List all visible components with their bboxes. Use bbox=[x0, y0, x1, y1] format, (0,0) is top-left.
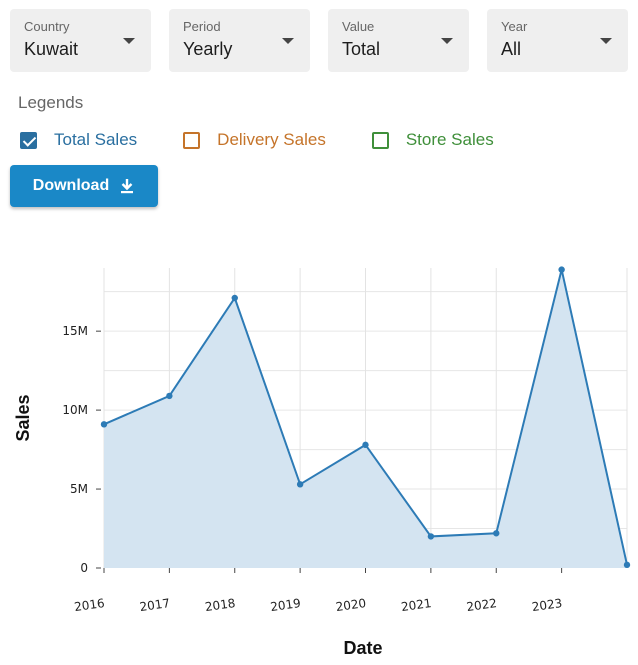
download-button[interactable]: Download bbox=[10, 165, 158, 207]
chevron-down-icon bbox=[123, 38, 135, 44]
download-button-label: Download bbox=[32, 177, 110, 194]
store-sales-checkbox[interactable] bbox=[371, 131, 389, 149]
x-tick-label: 2020 bbox=[335, 596, 367, 614]
y-tick-label: 5M bbox=[70, 482, 88, 496]
delivery-sales-label: Delivery Sales bbox=[217, 130, 326, 149]
legend-toggle-total-sales[interactable]: Total Sales bbox=[20, 130, 137, 150]
delivery-sales-checkbox[interactable] bbox=[183, 131, 201, 149]
chevron-down-icon bbox=[441, 38, 453, 44]
data-point bbox=[493, 530, 500, 537]
x-tick-label: 2016 bbox=[73, 596, 105, 614]
chevron-down-icon bbox=[282, 38, 294, 44]
x-tick-label: 2019 bbox=[269, 596, 301, 614]
period-select-value: Yearly bbox=[183, 39, 233, 59]
data-point bbox=[296, 481, 304, 488]
legends-title: Legends bbox=[18, 93, 84, 112]
value-select-value: Total bbox=[342, 39, 381, 59]
period-select-label: Period bbox=[183, 19, 221, 34]
y-tick-label: 0 bbox=[80, 561, 88, 575]
year-select[interactable]: Year All bbox=[487, 9, 628, 72]
legend-toggle-store-sales[interactable]: Store Sales bbox=[371, 130, 494, 150]
x-axis-title: Date bbox=[343, 638, 382, 658]
filter-bar: Country Kuwait Period Yearly Value Total… bbox=[10, 9, 628, 72]
download-icon bbox=[121, 179, 134, 194]
country-select[interactable]: Country Kuwait bbox=[10, 9, 151, 72]
series-area-total-sales bbox=[104, 269, 627, 568]
value-select-label: Value bbox=[342, 19, 375, 34]
data-point bbox=[558, 266, 565, 273]
x-tick-label: 2018 bbox=[204, 596, 236, 614]
x-tick-label: 2021 bbox=[400, 596, 432, 614]
period-select[interactable]: Period Yearly bbox=[169, 9, 310, 72]
year-select-label: Year bbox=[501, 19, 528, 34]
x-tick-label: 2023 bbox=[531, 596, 563, 614]
data-point bbox=[623, 561, 631, 569]
total-sales-checkbox[interactable] bbox=[20, 131, 37, 149]
value-select[interactable]: Value Total bbox=[328, 9, 469, 72]
chevron-down-icon bbox=[600, 38, 612, 44]
country-select-label: Country bbox=[24, 19, 70, 34]
y-tick-label: 10M bbox=[62, 403, 88, 417]
x-tick-label: 2017 bbox=[139, 596, 171, 614]
year-select-value: All bbox=[501, 39, 522, 59]
x-tick-label: 2022 bbox=[466, 596, 498, 614]
y-tick-label: 15M bbox=[62, 324, 88, 338]
data-point bbox=[427, 533, 435, 540]
data-point bbox=[362, 441, 369, 449]
legend-toggles: Total Sales Delivery Sales Store Sales bbox=[20, 130, 540, 150]
country-select-value: Kuwait bbox=[24, 39, 79, 59]
data-point bbox=[166, 392, 173, 400]
legend-toggle-delivery-sales[interactable]: Delivery Sales bbox=[183, 130, 326, 150]
data-point bbox=[100, 421, 108, 428]
store-sales-label: Store Sales bbox=[405, 130, 494, 149]
data-point bbox=[231, 294, 238, 302]
y-axis-title: Sales bbox=[13, 394, 33, 441]
total-sales-label: Total Sales bbox=[54, 130, 138, 149]
